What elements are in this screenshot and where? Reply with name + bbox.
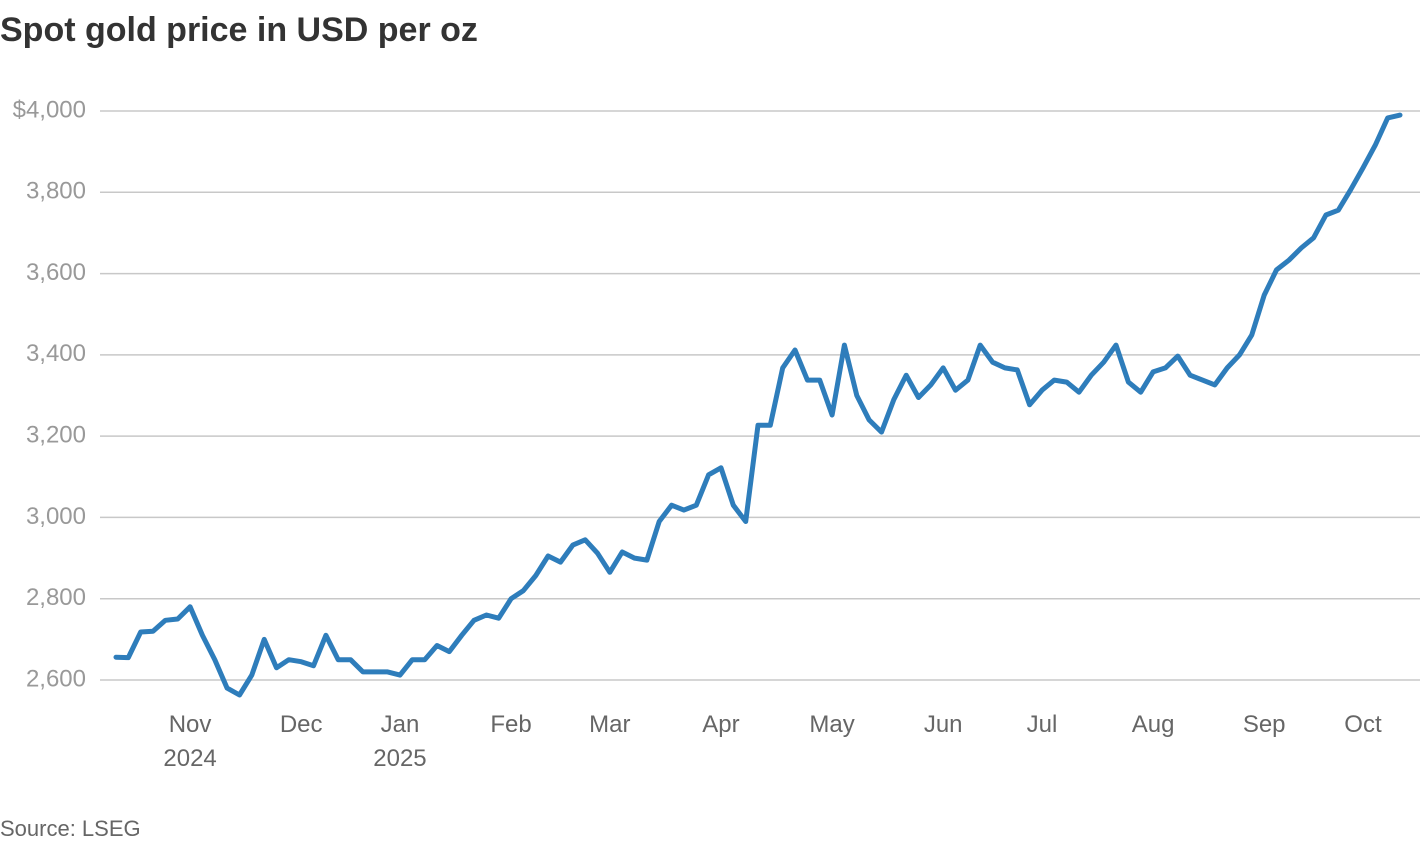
y-tick-label: 3,800 xyxy=(26,178,86,205)
y-tick-label: $4,000 xyxy=(13,96,86,123)
x-tick-label: Dec xyxy=(280,711,323,738)
y-tick-label: 3,000 xyxy=(26,503,86,530)
y-tick-label: 3,200 xyxy=(26,421,86,448)
x-tick-label: Aug xyxy=(1132,711,1175,738)
x-tick-label: Jul xyxy=(1027,711,1058,738)
x-tick-label: Mar xyxy=(589,711,630,738)
y-tick-label: 2,600 xyxy=(26,665,86,692)
x-tick-label: Apr xyxy=(702,711,739,738)
price-line xyxy=(113,112,1403,698)
x-tick-label: May xyxy=(809,711,854,738)
x-tick-label: Feb xyxy=(490,711,531,738)
x-tick-label: Jun xyxy=(924,711,963,738)
y-tick-label: 3,600 xyxy=(26,259,86,286)
y-tick-label: 3,400 xyxy=(26,340,86,367)
x-tick-label: Sep xyxy=(1243,711,1286,738)
source: Source: LSEG xyxy=(0,816,141,841)
y-tick-label: 2,800 xyxy=(26,584,86,611)
x-tick-label: Oct xyxy=(1344,711,1382,738)
chart-title: Spot gold price in USD per oz xyxy=(0,11,478,49)
x-tick-label: Jan 2025 xyxy=(373,711,426,772)
x-tick-label: Nov 2024 xyxy=(163,711,216,772)
